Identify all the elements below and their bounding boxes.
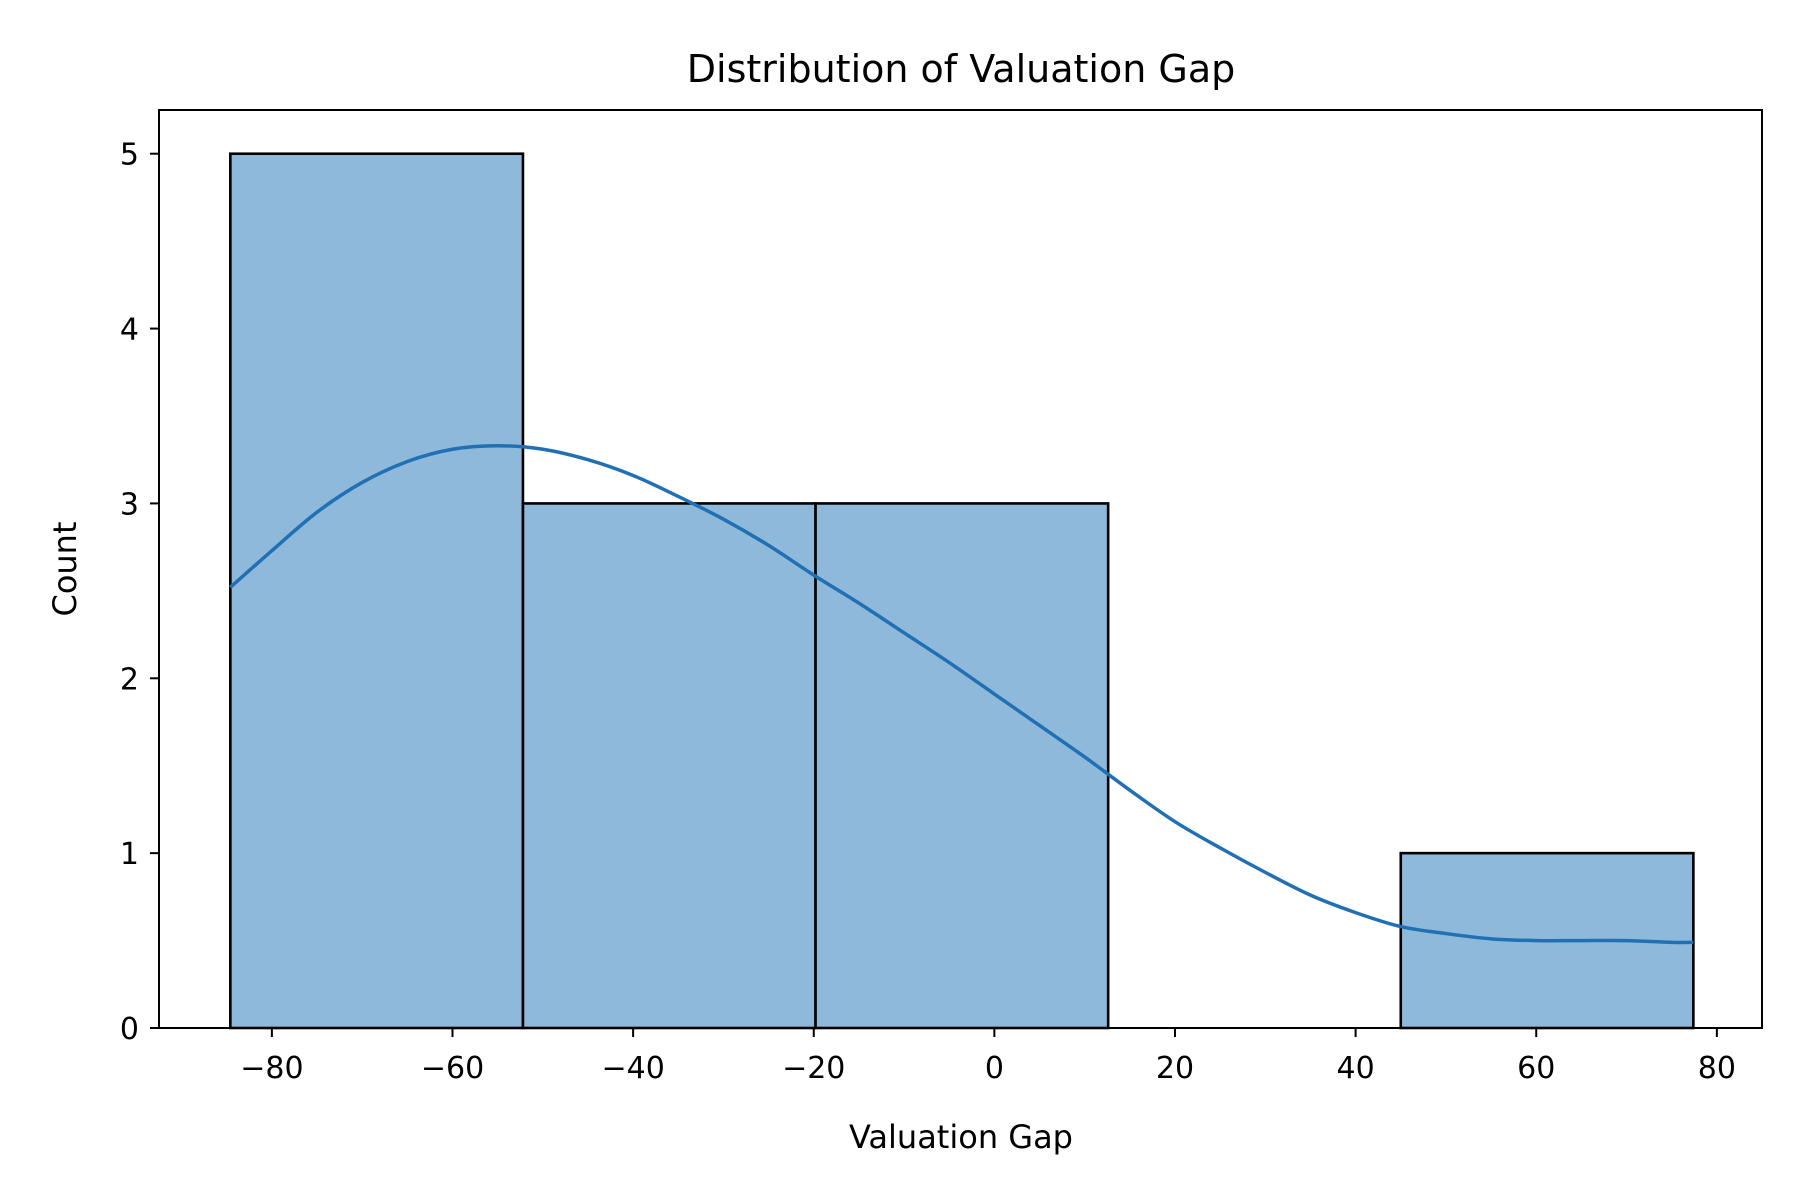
y-tick-label: 5 — [120, 138, 139, 173]
y-tick-label: 1 — [120, 837, 139, 872]
histogram-bar-1 — [521, 502, 817, 1030]
x-axis-ticks: −80 −60 −40 −20 0 20 40 60 80 — [240, 1028, 1736, 1086]
kde-group — [229, 443, 1694, 945]
x-tick-label: 20 — [1156, 1051, 1194, 1086]
x-tick-label: −80 — [240, 1051, 303, 1086]
x-axis-title: Valuation Gap — [849, 1118, 1073, 1156]
x-tick-label: 0 — [985, 1051, 1004, 1086]
y-axis-title: Count — [46, 521, 84, 616]
x-tick-label: 60 — [1517, 1051, 1555, 1086]
histogram-bar-0 — [229, 152, 525, 1030]
y-tick-label: 0 — [120, 1012, 139, 1047]
kde-line — [229, 443, 1694, 945]
x-tick-label: −20 — [782, 1051, 845, 1086]
x-tick-label: −60 — [421, 1051, 484, 1086]
y-tick-label: 3 — [120, 487, 139, 522]
y-tick-label: 2 — [120, 662, 139, 697]
x-tick-label: 40 — [1337, 1051, 1375, 1086]
x-tick-label: 80 — [1698, 1051, 1736, 1086]
y-tick-label: 4 — [120, 313, 139, 348]
y-axis-ticks: 0 1 2 3 4 5 — [120, 138, 159, 1047]
histogram-bar-2 — [814, 502, 1110, 1030]
x-tick-label: −40 — [601, 1051, 664, 1086]
plot-frame — [158, 109, 1763, 1029]
chart-title: Distribution of Valuation Gap — [687, 47, 1235, 91]
